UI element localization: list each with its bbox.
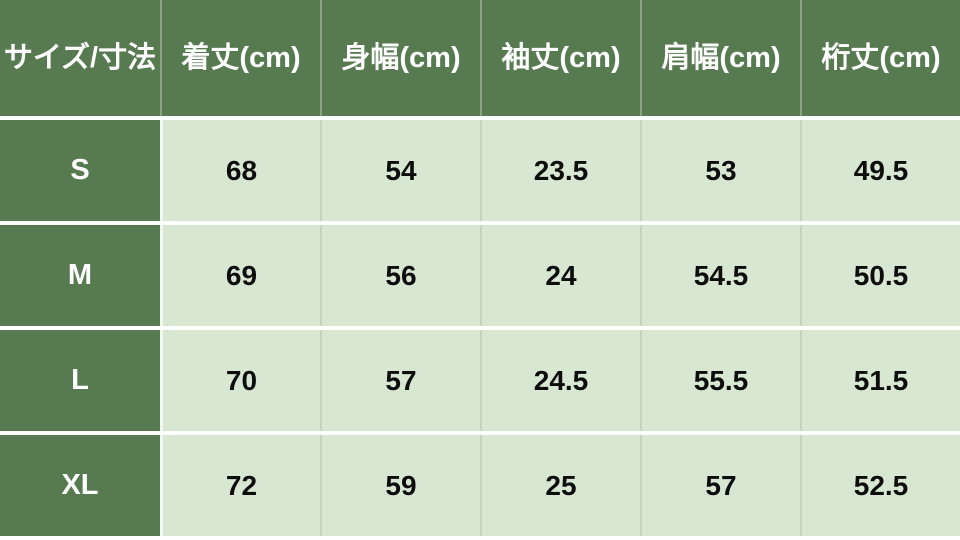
table-cell: 24.5 (480, 330, 640, 431)
table-cell: 25 (480, 435, 640, 536)
header-cell-size-label: サイズ/寸法 (0, 0, 160, 116)
table-cell: 49.5 (800, 120, 960, 221)
row-label-l: L (0, 330, 160, 431)
table-cell: 52.5 (800, 435, 960, 536)
table-cell: 23.5 (480, 120, 640, 221)
table-cell: 57 (320, 330, 480, 431)
table-cell: 54 (320, 120, 480, 221)
header-cell-yoke-length: 桁丈(cm) (800, 0, 960, 116)
table-cell: 50.5 (800, 225, 960, 326)
table-cell: 57 (640, 435, 800, 536)
table-cell: 56 (320, 225, 480, 326)
header-cell-body-length: 着丈(cm) (160, 0, 320, 116)
row-label-s: S (0, 120, 160, 221)
row-label-xl: XL (0, 435, 160, 536)
header-cell-sleeve-length: 袖丈(cm) (480, 0, 640, 116)
row-label-m: M (0, 225, 160, 326)
table-cell: 53 (640, 120, 800, 221)
table-cell: 51.5 (800, 330, 960, 431)
table-cell: 55.5 (640, 330, 800, 431)
table-cell: 54.5 (640, 225, 800, 326)
header-cell-body-width: 身幅(cm) (320, 0, 480, 116)
table-cell: 69 (160, 225, 320, 326)
table-cell: 59 (320, 435, 480, 536)
table-cell: 72 (160, 435, 320, 536)
table-cell: 68 (160, 120, 320, 221)
table-cell: 70 (160, 330, 320, 431)
table-cell: 24 (480, 225, 640, 326)
header-cell-shoulder-width: 肩幅(cm) (640, 0, 800, 116)
